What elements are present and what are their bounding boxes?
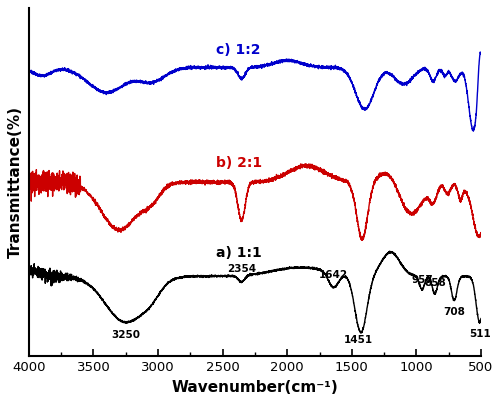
Y-axis label: Transmittance(%): Transmittance(%): [9, 106, 23, 258]
Text: b) 2:1: b) 2:1: [216, 156, 262, 170]
Text: 3250: 3250: [111, 330, 140, 341]
Text: a) 1:1: a) 1:1: [216, 246, 262, 260]
Text: 858: 858: [423, 278, 445, 288]
X-axis label: Wavenumber(cm⁻¹): Wavenumber(cm⁻¹): [171, 380, 338, 395]
Text: 2354: 2354: [226, 264, 256, 274]
Text: c) 1:2: c) 1:2: [216, 43, 260, 57]
Text: 1451: 1451: [343, 335, 372, 345]
Text: 1642: 1642: [318, 270, 347, 280]
Text: 708: 708: [442, 307, 464, 317]
Text: 957: 957: [410, 275, 432, 285]
Text: 511: 511: [468, 329, 489, 339]
